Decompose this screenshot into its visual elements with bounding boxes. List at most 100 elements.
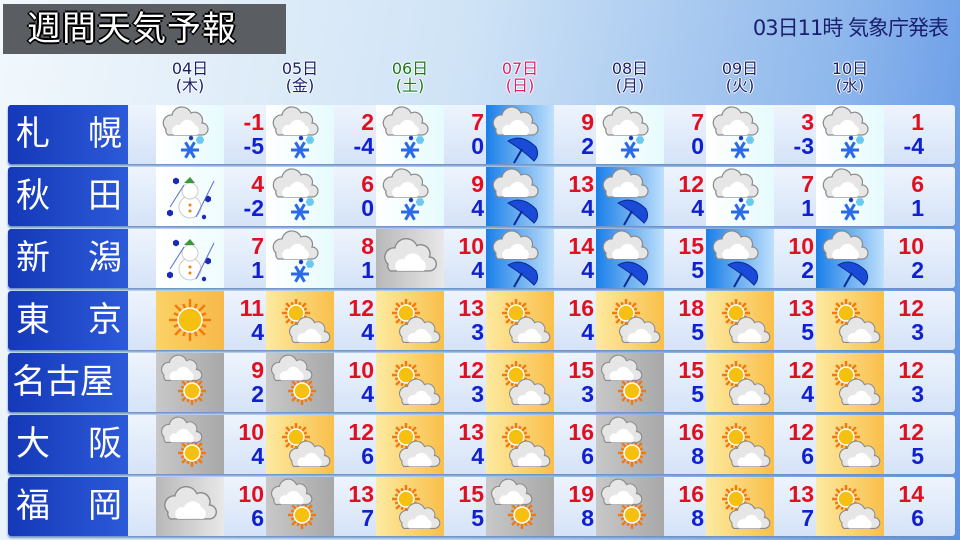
temperature: 13 4 bbox=[444, 420, 484, 468]
temperature: 12 4 bbox=[334, 296, 374, 344]
temperature: -1 -5 bbox=[224, 110, 264, 158]
temperature: 14 6 bbox=[884, 482, 924, 530]
temp-low: 1 bbox=[251, 257, 264, 283]
temp-low: -4 bbox=[353, 133, 374, 159]
temp-low: 4 bbox=[361, 319, 374, 345]
temp-low: -3 bbox=[793, 133, 814, 159]
temp-high: 16 bbox=[678, 419, 704, 445]
temp-low: 4 bbox=[361, 381, 374, 407]
temp-high: 10 bbox=[238, 419, 264, 445]
temperature: 10 4 bbox=[444, 234, 484, 282]
temperature: 15 5 bbox=[664, 234, 704, 282]
temp-low: 5 bbox=[691, 381, 704, 407]
temp-low: -2 bbox=[243, 195, 264, 221]
weather-snow-icon bbox=[266, 229, 334, 288]
temp-high: 7 bbox=[251, 233, 264, 259]
weather-cloud-sun-icon bbox=[266, 477, 334, 536]
temp-low: 4 bbox=[251, 319, 264, 345]
temp-high: 12 bbox=[458, 357, 484, 383]
temp-high: 1 bbox=[911, 109, 924, 135]
temp-low: 5 bbox=[471, 505, 484, 531]
temp-low: 3 bbox=[911, 319, 924, 345]
weather-cloud-sun-icon bbox=[266, 353, 334, 412]
temp-high: 10 bbox=[788, 233, 814, 259]
weather-sun-cloud-icon bbox=[376, 415, 444, 474]
temp-high: 12 bbox=[348, 295, 374, 321]
temperature: 15 3 bbox=[554, 358, 594, 406]
day-column-header: 08日 (月) bbox=[596, 60, 664, 94]
city-name: 名古屋 bbox=[8, 353, 128, 412]
temperature: 13 3 bbox=[444, 296, 484, 344]
temp-low: 6 bbox=[361, 443, 374, 469]
temp-high: 10 bbox=[458, 233, 484, 259]
weather-snow-icon bbox=[816, 167, 884, 226]
temp-low: 5 bbox=[911, 443, 924, 469]
temp-high: 7 bbox=[471, 109, 484, 135]
temp-high: 12 bbox=[678, 171, 704, 197]
city-row: 新潟7181104144155102102 bbox=[8, 229, 955, 288]
day-of-week: (水) bbox=[835, 76, 865, 95]
temperature: 13 5 bbox=[774, 296, 814, 344]
day-date: 06日 bbox=[391, 59, 429, 78]
day-date: 05日 bbox=[281, 59, 319, 78]
temp-high: 13 bbox=[458, 419, 484, 445]
weather-rain-icon bbox=[596, 229, 664, 288]
temp-high: 15 bbox=[678, 357, 704, 383]
temperature: 13 7 bbox=[334, 482, 374, 530]
temperature: 14 4 bbox=[554, 234, 594, 282]
temp-low: 8 bbox=[691, 443, 704, 469]
weather-rain-icon bbox=[816, 229, 884, 288]
temp-high: 15 bbox=[568, 357, 594, 383]
weather-sun-cloud-icon bbox=[706, 291, 774, 350]
temperature: 12 6 bbox=[774, 420, 814, 468]
weather-sun-cloud-icon bbox=[266, 415, 334, 474]
temp-low: 6 bbox=[911, 505, 924, 531]
temp-high: -1 bbox=[243, 109, 264, 135]
temp-high: 9 bbox=[251, 357, 264, 383]
day-of-week: (土) bbox=[395, 76, 425, 95]
temp-low: 6 bbox=[251, 505, 264, 531]
day-date: 07日 bbox=[501, 59, 539, 78]
temp-high: 9 bbox=[471, 171, 484, 197]
temp-high: 10 bbox=[898, 233, 924, 259]
weather-sun-cloud-icon bbox=[816, 477, 884, 536]
temp-low: -4 bbox=[903, 133, 924, 159]
temperature: 1 -4 bbox=[884, 110, 924, 158]
weather-cloud-sun-icon bbox=[596, 415, 664, 474]
temp-low: 4 bbox=[801, 381, 814, 407]
city-name: 福岡 bbox=[8, 477, 128, 536]
temp-high: 10 bbox=[348, 357, 374, 383]
temp-low: 4 bbox=[581, 195, 594, 221]
day-date: 10日 bbox=[831, 59, 869, 78]
page-title: 週間天気予報 bbox=[3, 4, 286, 54]
weather-cloudy-icon bbox=[156, 477, 224, 536]
day-column-header: 06日 (土) bbox=[376, 60, 444, 94]
temp-low: 1 bbox=[361, 257, 374, 283]
temp-high: 18 bbox=[678, 295, 704, 321]
weather-sun-cloud-icon bbox=[706, 353, 774, 412]
temp-low: 1 bbox=[911, 195, 924, 221]
weather-sun-cloud-icon bbox=[706, 477, 774, 536]
temp-low: 3 bbox=[581, 381, 594, 407]
temp-low: 3 bbox=[471, 381, 484, 407]
weather-snowman-icon bbox=[156, 167, 224, 226]
weather-cloud-sun-icon bbox=[156, 353, 224, 412]
temp-low: 1 bbox=[801, 195, 814, 221]
temperature: 3 -3 bbox=[774, 110, 814, 158]
weather-rain-icon bbox=[486, 167, 554, 226]
temp-high: 8 bbox=[361, 233, 374, 259]
temp-low: 5 bbox=[691, 319, 704, 345]
temp-high: 13 bbox=[348, 481, 374, 507]
temperature: 11 4 bbox=[224, 296, 264, 344]
temp-high: 11 bbox=[239, 295, 264, 321]
temp-low: 8 bbox=[691, 505, 704, 531]
day-of-week: (木) bbox=[175, 76, 205, 95]
weather-snowman-icon bbox=[156, 229, 224, 288]
weather-rain-icon bbox=[486, 229, 554, 288]
issued-time: 03日11時 気象庁発表 bbox=[752, 16, 949, 40]
day-date: 08日 bbox=[611, 59, 649, 78]
temperature: 12 3 bbox=[884, 296, 924, 344]
